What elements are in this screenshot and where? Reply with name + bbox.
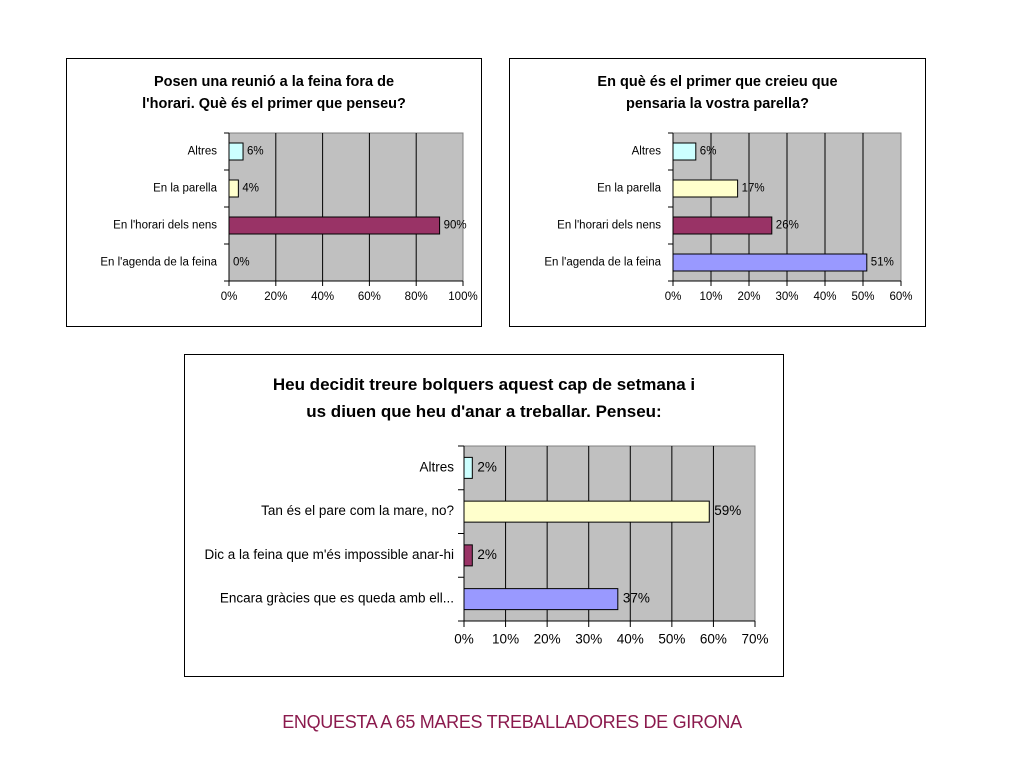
value-label: 0%: [233, 257, 250, 269]
chart-bolquers: Heu decidit treure bolquers aquest cap d…: [184, 354, 784, 677]
category-label: Tan és el pare com la mare, no?: [261, 503, 454, 518]
x-tick-label: 30%: [575, 632, 602, 647]
chart-title-line: Heu decidit treure bolquers aquest cap d…: [272, 375, 696, 394]
value-label: 6%: [247, 146, 264, 158]
category-label: Altres: [419, 459, 454, 474]
x-tick-label: 50%: [851, 291, 874, 303]
x-tick-label: 0%: [454, 632, 474, 647]
chart-reunio: Posen una reunió a la feina fora de l'ho…: [66, 58, 482, 327]
category-label: En l'horari dels nens: [113, 220, 217, 232]
bar: [228, 142, 244, 161]
x-tick-label: 60%: [358, 291, 381, 303]
plot-area: [228, 132, 464, 282]
value-label: 4%: [242, 183, 259, 195]
category-label: Encara gràcies que es queda amb ell...: [220, 591, 454, 606]
x-tick-label: 40%: [311, 291, 334, 303]
chart-title: En què és el primer que creieu que pensa…: [510, 71, 925, 115]
value-label: 6%: [700, 146, 717, 158]
bar: [463, 456, 473, 479]
x-tick-label: 0%: [665, 291, 682, 303]
x-tick-label: 40%: [617, 632, 644, 647]
category-label: En l'agenda de la feina: [544, 257, 661, 269]
value-label: 2%: [477, 547, 497, 562]
category-label: En l'agenda de la feina: [100, 257, 217, 269]
category-label: Altres: [188, 146, 218, 158]
x-tick-label: 10%: [699, 291, 722, 303]
chart-title: Heu decidit treure bolquers aquest cap d…: [185, 371, 783, 425]
chart-title-line: pensaria la vostra parella?: [626, 96, 809, 112]
chart-title-line: Posen una reunió a la feina fora de: [153, 74, 395, 90]
chart-title-line: En què és el primer que creieu que: [597, 74, 838, 90]
chart-title-line: us diuen que heu d'anar a treballar. Pen…: [306, 402, 662, 421]
footer-title: ENQUESTA A 65 MARES TREBALLADORES DE GIR…: [282, 712, 742, 732]
bar: [672, 179, 739, 198]
x-tick-label: 20%: [534, 632, 561, 647]
x-tick-label: 50%: [658, 632, 685, 647]
value-label: 59%: [714, 503, 741, 518]
bar: [463, 588, 619, 611]
category-label: En la parella: [153, 183, 218, 195]
bar: [672, 253, 868, 272]
category-label: En l'horari dels nens: [557, 220, 661, 232]
bar: [672, 142, 697, 161]
x-tick-label: 70%: [741, 632, 768, 647]
chart-plot: 0% 10% 20% 30% 40% 50% 60% 70% Altres 2% Tan és el…: [205, 445, 769, 647]
value-label: 37%: [623, 591, 650, 606]
chart-plot: 0% 20% 40% 60% 80% 100% Altres 6% En la parella 4…: [100, 132, 478, 303]
value-label: 26%: [776, 220, 799, 232]
x-tick-label: 40%: [813, 291, 836, 303]
category-label: Altres: [632, 146, 662, 158]
x-tick-label: 30%: [775, 291, 798, 303]
x-tick-label: 0%: [221, 291, 238, 303]
category-label: En la parella: [597, 183, 662, 195]
value-label: 51%: [871, 257, 894, 269]
x-tick-label: 80%: [405, 291, 428, 303]
x-tick-label: 10%: [492, 632, 519, 647]
bar: [228, 216, 441, 235]
chart-title-line: l'horari. Què és el primer que penseu?: [142, 96, 406, 112]
x-tick-label: 60%: [700, 632, 727, 647]
bar: [672, 216, 773, 235]
chart-parella: En què és el primer que creieu que pensa…: [509, 58, 926, 327]
value-label: 17%: [742, 183, 765, 195]
chart-plot: 0% 10% 20% 30% 40% 50% 60% Altres 6% En la parell…: [544, 132, 913, 303]
x-tick-label: 60%: [889, 291, 912, 303]
category-label: Dic a la feina que m'és impossible anar-…: [205, 547, 454, 562]
x-tick-label: 20%: [264, 291, 287, 303]
x-tick-label: 100%: [448, 291, 477, 303]
chart-title: Posen una reunió a la feina fora de l'ho…: [67, 71, 481, 115]
value-label: 2%: [477, 459, 497, 474]
bar: [463, 500, 710, 523]
bar: [463, 544, 473, 567]
bar: [228, 179, 239, 198]
value-label: 90%: [444, 220, 467, 232]
x-tick-label: 20%: [737, 291, 760, 303]
